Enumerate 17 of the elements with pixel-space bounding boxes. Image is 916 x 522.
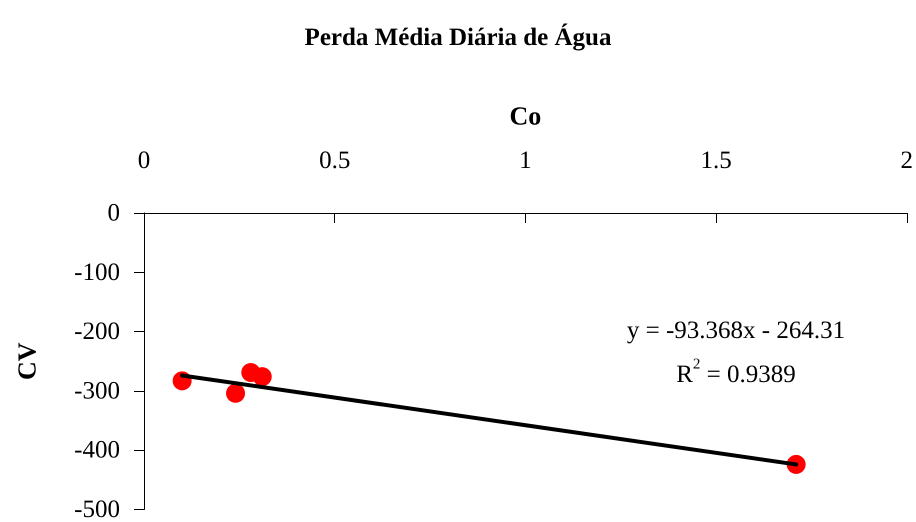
- chart-title: Perda Média Diária de Água: [304, 23, 612, 51]
- x-tick-label: 1.5: [700, 147, 732, 174]
- x-tick-label: 2: [900, 147, 913, 174]
- y-tick-label: -100: [74, 258, 120, 286]
- x-tick-label: 1: [519, 147, 532, 174]
- y-tick-label: -200: [74, 318, 120, 346]
- y-tick-label: -300: [74, 377, 120, 404]
- y-tick-label: -500: [74, 496, 120, 522]
- y-axis-title: CV: [12, 342, 42, 380]
- point: [252, 367, 272, 386]
- x-tick-label: 0: [138, 147, 150, 174]
- point: [226, 384, 246, 403]
- x-axis-title: Co: [509, 102, 542, 130]
- y-tick-label: -400: [74, 436, 120, 464]
- x-tick-label: 0.5: [319, 147, 350, 174]
- annotation: y = -93.368x - 264.31: [626, 317, 846, 344]
- y-tick-label: 0: [108, 200, 120, 226]
